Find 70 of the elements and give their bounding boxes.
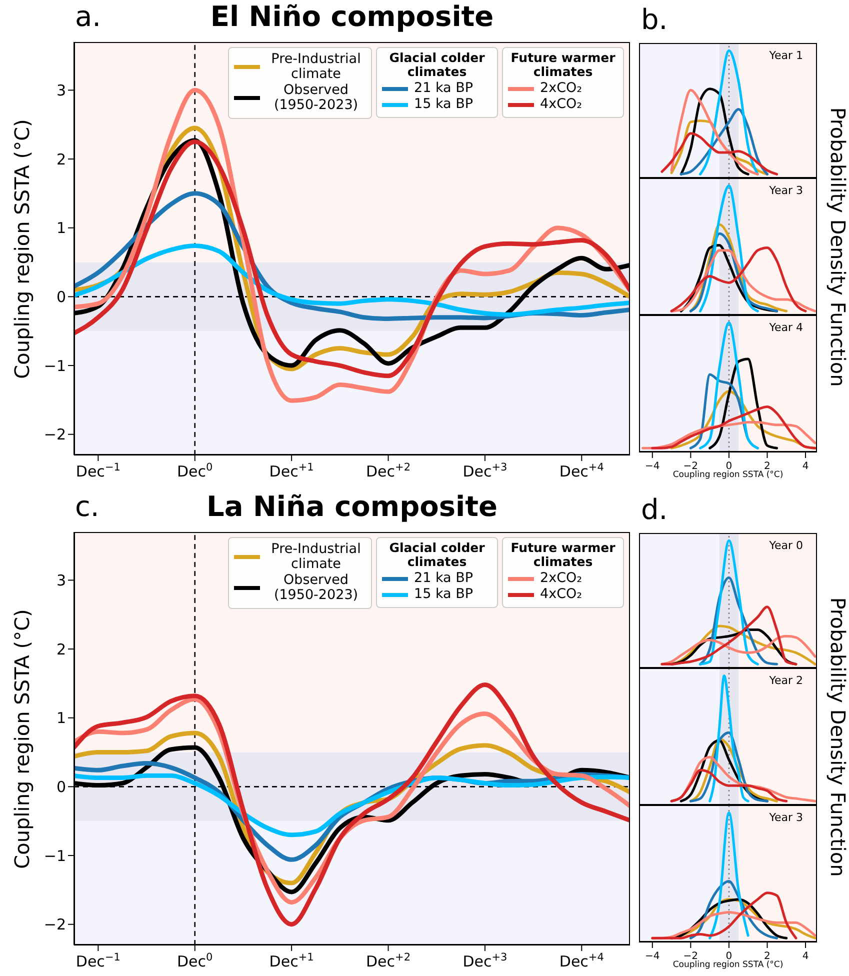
legend-label: 21 ka BP bbox=[414, 570, 474, 586]
text: c. bbox=[75, 490, 100, 524]
y-tick-label: 0 bbox=[56, 778, 66, 796]
x-tick-label: Dec$^{+2}$ bbox=[366, 952, 411, 970]
legend-label: Observed (1950-2023) bbox=[272, 82, 360, 113]
x-tick-label: Dec$^{+2}$ bbox=[366, 462, 411, 480]
chart-title: El Niño composite bbox=[210, 0, 494, 33]
x-tick-label: 0 bbox=[726, 461, 732, 472]
annotation: Year 1 bbox=[769, 49, 803, 62]
x-tick-label: −4 bbox=[645, 951, 660, 962]
y-tick-label: 3 bbox=[56, 82, 66, 100]
chart-title: La Niña composite bbox=[206, 490, 498, 523]
annotation: Glacial colder climates bbox=[388, 540, 486, 569]
x-tick-label: 2 bbox=[764, 461, 770, 472]
y-tick-label: 2 bbox=[56, 640, 66, 658]
annotation: Year 3 bbox=[769, 811, 803, 824]
x-tick-label: Dec$^{0}$ bbox=[177, 952, 213, 970]
x-tick-label: Dec$^{−1}$ bbox=[76, 952, 120, 970]
legend-label: 2xCO₂ bbox=[540, 80, 582, 96]
legend-label: Pre-Industrial climate bbox=[270, 541, 362, 572]
annotation: Future warmer climates bbox=[510, 540, 616, 569]
x-tick-label: Dec$^{+1}$ bbox=[269, 952, 314, 970]
annotation: Glacial colder climates bbox=[388, 50, 486, 79]
line-series bbox=[74, 243, 630, 317]
y-tick-label: −1 bbox=[44, 846, 66, 865]
y-tick-label: 0 bbox=[56, 288, 66, 306]
x-tick-label: Dec$^{+4}$ bbox=[559, 462, 604, 480]
legend-label: 15 ka BP bbox=[414, 586, 474, 602]
line-series bbox=[74, 773, 630, 838]
x-tick-label: 2 bbox=[764, 951, 770, 962]
legend-label: Observed (1950-2023) bbox=[272, 572, 360, 603]
y-axis-title: Coupling region SSTA (°C) bbox=[10, 608, 34, 870]
x-tick-label: −2 bbox=[683, 461, 698, 472]
text: a. bbox=[75, 0, 102, 34]
x-tick-label: −4 bbox=[645, 461, 660, 472]
x-tick-label: 0 bbox=[726, 951, 732, 962]
x-tick-label: −2 bbox=[683, 951, 698, 962]
x-tick-label: Dec$^{+3}$ bbox=[462, 952, 508, 970]
x-tick-label: Dec$^{−1}$ bbox=[76, 462, 120, 480]
annotation: Year 2 bbox=[769, 674, 803, 687]
y-axis-title: Probability Density Function bbox=[826, 596, 849, 878]
x-axis-title: Coupling region SSTA (°C) bbox=[672, 470, 784, 480]
legend-label: 2xCO₂ bbox=[540, 570, 582, 586]
y-axis-title: Coupling region SSTA (°C) bbox=[10, 118, 34, 380]
x-tick-label: 4 bbox=[802, 951, 809, 962]
x-tick-label: Dec$^{+1}$ bbox=[269, 462, 314, 480]
annotation: Year 4 bbox=[769, 321, 803, 334]
y-tick-label: 3 bbox=[56, 572, 66, 590]
legend-label: 21 ka BP bbox=[414, 80, 474, 96]
x-tick-label: Dec$^{+3}$ bbox=[462, 462, 508, 480]
chart-title: d. bbox=[641, 493, 668, 527]
chart-title: b. bbox=[641, 3, 668, 37]
x-tick-label: 4 bbox=[802, 461, 809, 472]
x-axis-title: Coupling region SSTA (°C) bbox=[672, 960, 784, 970]
annotation: Future warmer climates bbox=[510, 50, 616, 79]
legend-label: 4xCO₂ bbox=[540, 96, 582, 112]
annotation: Year 0 bbox=[769, 539, 803, 552]
y-tick-label: −1 bbox=[44, 356, 66, 375]
legend-label: 15 ka BP bbox=[414, 96, 474, 112]
y-axis-title: Probability Density Function bbox=[826, 106, 849, 388]
annotation: Year 3 bbox=[769, 184, 803, 197]
y-tick-label: 1 bbox=[56, 709, 66, 728]
legend-label: Pre-Industrial climate bbox=[270, 51, 362, 82]
y-tick-label: −2 bbox=[44, 426, 66, 444]
y-tick-label: 1 bbox=[56, 219, 66, 238]
x-tick-label: Dec$^{+4}$ bbox=[559, 952, 604, 970]
x-tick-label: Dec$^{0}$ bbox=[177, 462, 213, 480]
y-tick-label: −2 bbox=[44, 916, 66, 934]
y-tick-label: 2 bbox=[56, 150, 66, 168]
legend-label: 4xCO₂ bbox=[540, 586, 582, 602]
